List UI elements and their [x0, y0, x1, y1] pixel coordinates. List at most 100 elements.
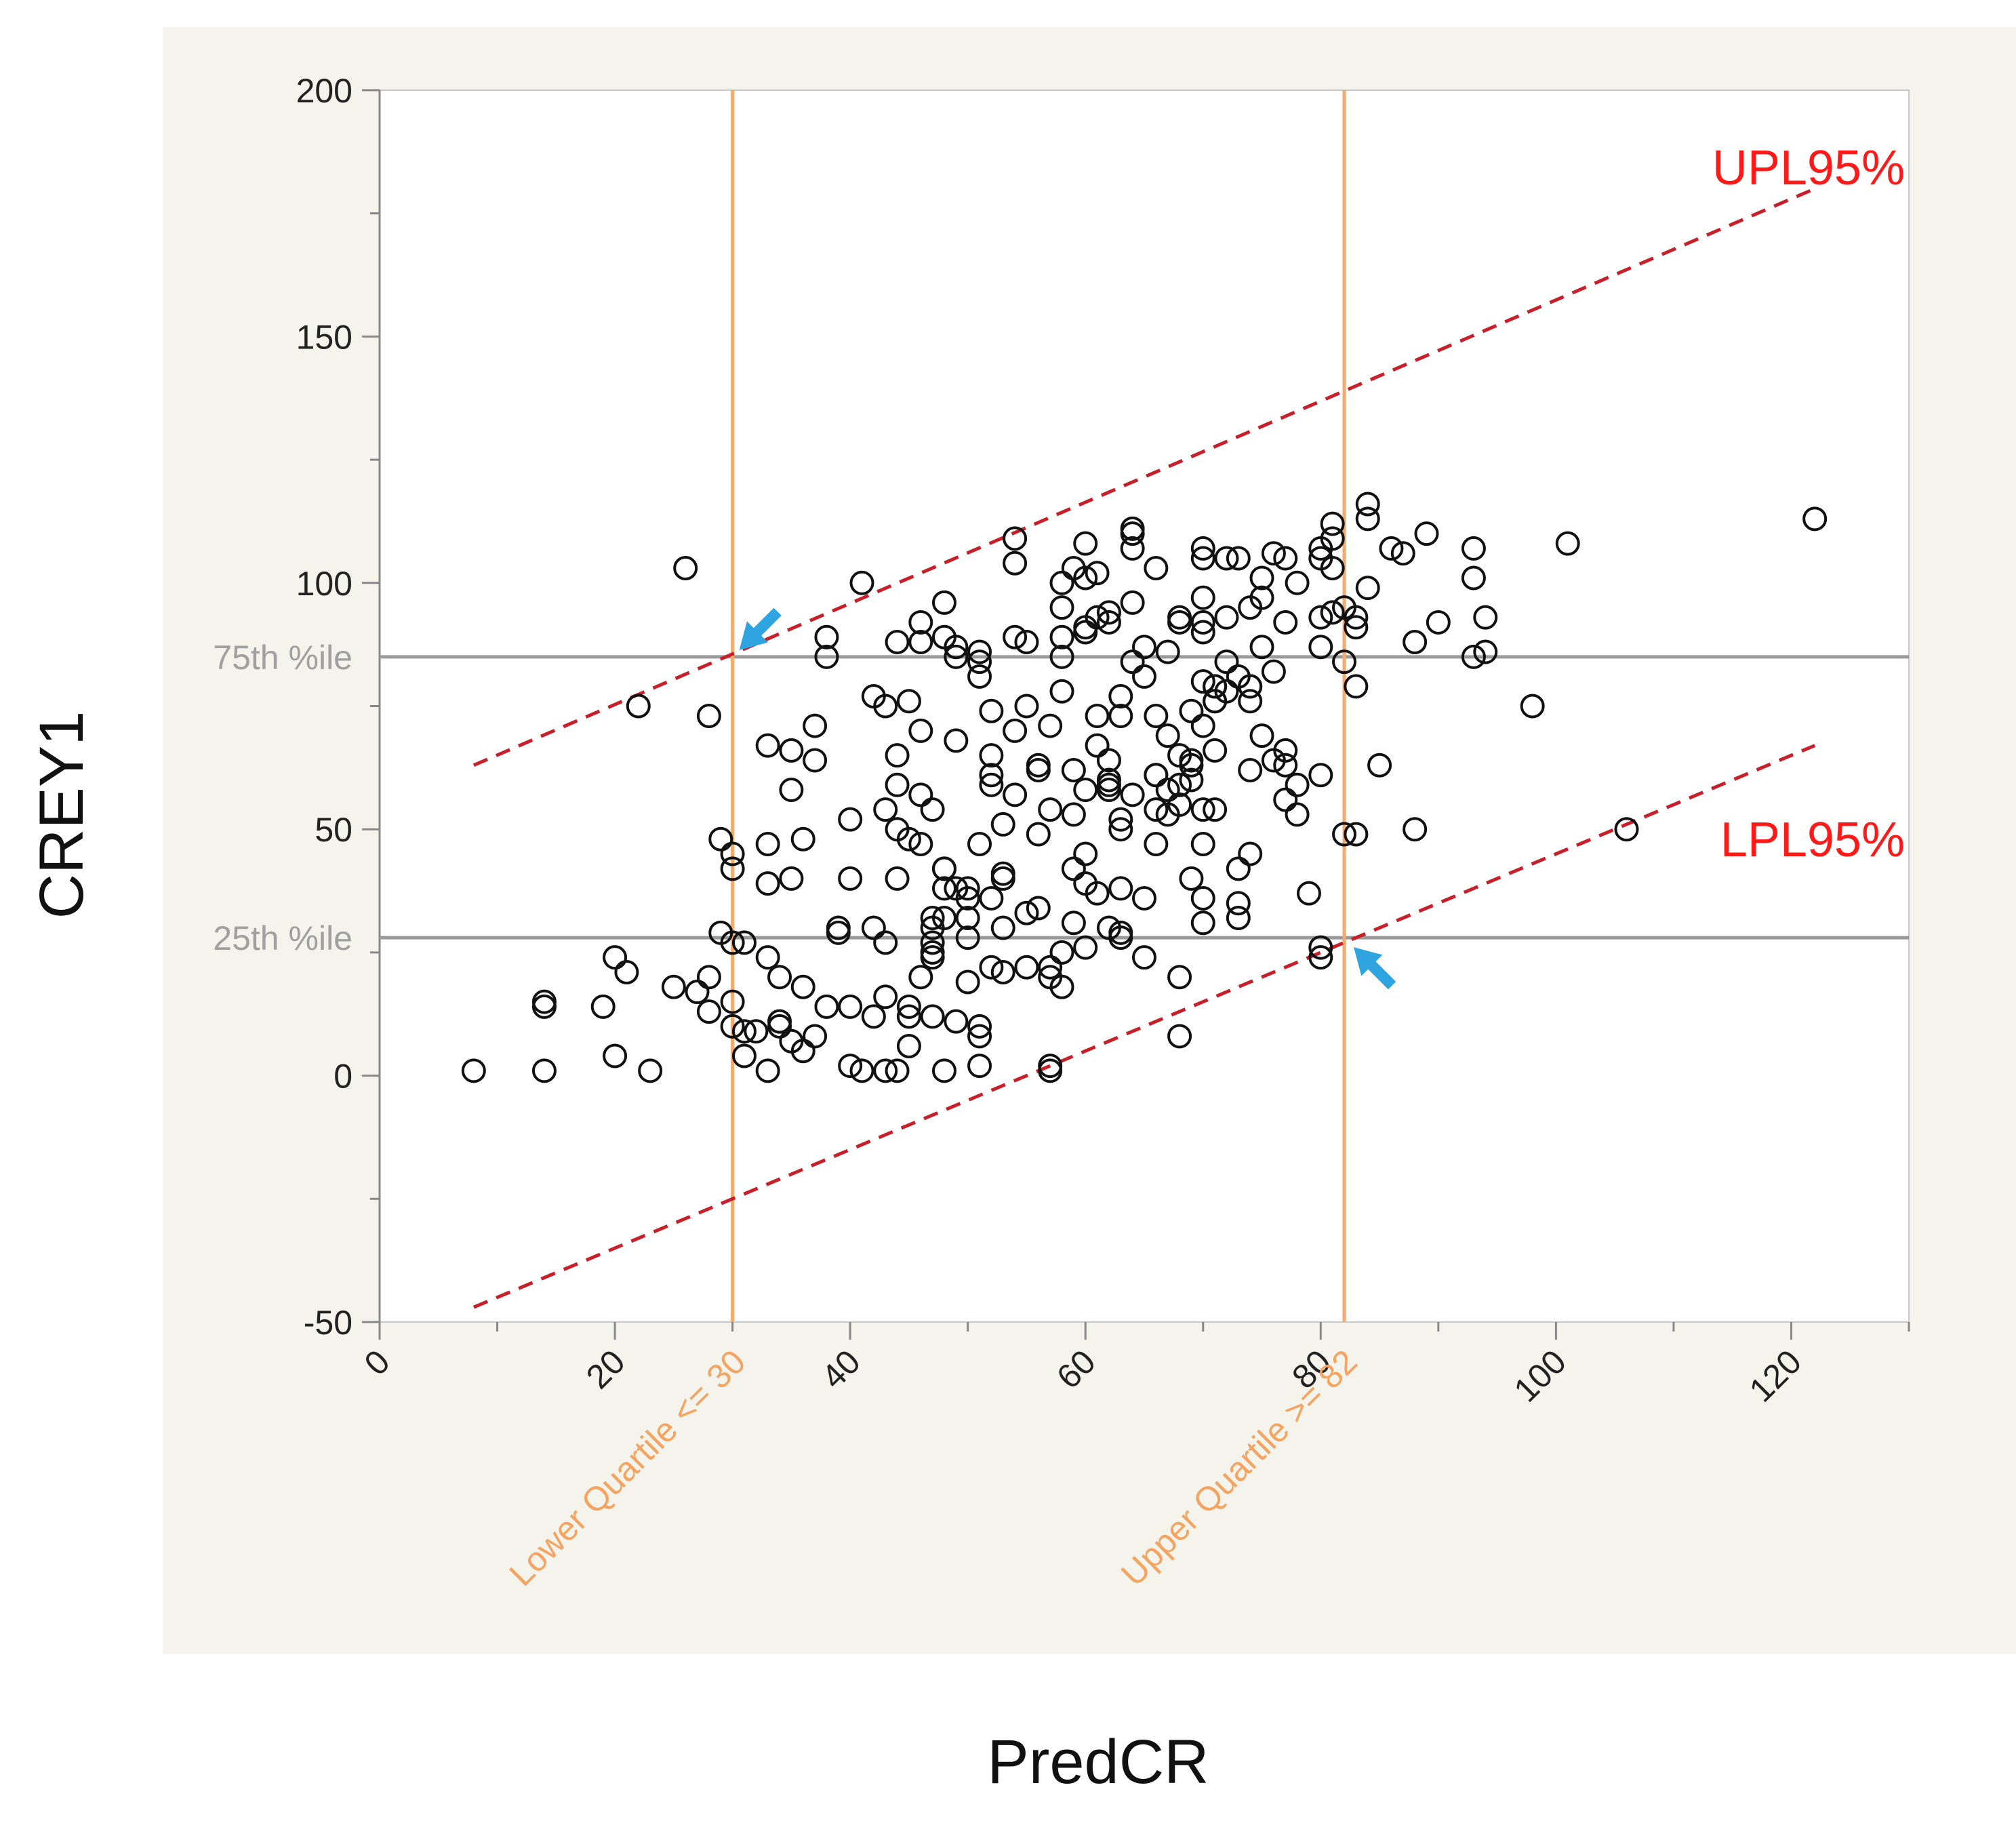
data-point	[908, 965, 933, 990]
data-point	[873, 694, 898, 719]
data-point	[1273, 787, 1298, 812]
data-point	[1190, 669, 1215, 694]
data-point	[1155, 639, 1180, 664]
data-point	[731, 1043, 757, 1068]
data-point	[849, 1058, 874, 1083]
data-point	[990, 915, 1015, 940]
data-point	[838, 807, 863, 832]
data-point	[1190, 713, 1215, 738]
data-point	[1061, 856, 1086, 881]
data-point	[1226, 856, 1251, 881]
data-point	[1261, 659, 1286, 684]
data-point	[790, 826, 815, 852]
arrow-shape	[739, 607, 782, 650]
data-point	[638, 1058, 663, 1083]
data-point	[920, 945, 945, 970]
data-point	[731, 930, 757, 955]
data-point	[1003, 624, 1028, 649]
data-point	[955, 876, 980, 901]
data-point	[1273, 738, 1298, 763]
data-point	[944, 635, 969, 660]
x-axis-title: PredCR	[987, 1727, 1209, 1797]
data-point	[931, 1058, 956, 1083]
data-point	[885, 743, 910, 768]
prediction-limit-label: LPL95%	[1720, 813, 1905, 867]
data-point	[1320, 511, 1345, 536]
data-point	[1014, 630, 1039, 655]
data-point	[826, 915, 851, 940]
data-point	[1085, 561, 1110, 586]
data-point	[1273, 753, 1298, 778]
data-point	[767, 1009, 792, 1034]
data-point	[1096, 609, 1121, 635]
data-point	[720, 1014, 745, 1039]
data-point	[1049, 624, 1074, 649]
data-point	[885, 630, 910, 655]
data-point	[1226, 546, 1251, 571]
data-point	[908, 718, 933, 743]
data-point	[1285, 772, 1310, 797]
data-point	[1238, 841, 1263, 866]
data-point	[1379, 536, 1404, 561]
data-point	[779, 738, 804, 763]
data-point	[1132, 885, 1156, 910]
data-point	[1167, 792, 1192, 817]
data-point	[1003, 526, 1028, 551]
data-point	[967, 1054, 992, 1079]
data-point	[731, 1019, 757, 1044]
data-point	[1344, 822, 1369, 847]
data-point	[1390, 541, 1415, 566]
data-point	[873, 1058, 898, 1083]
data-point	[896, 1004, 921, 1029]
data-point	[1167, 1024, 1192, 1049]
data-point	[1085, 605, 1110, 630]
data-point	[1520, 694, 1545, 719]
data-point	[779, 866, 804, 891]
data-point	[1214, 679, 1239, 704]
data-point	[1473, 639, 1498, 664]
data-point	[1214, 605, 1239, 630]
data-point	[1026, 753, 1051, 778]
data-point	[990, 812, 1015, 837]
data-point	[931, 856, 956, 881]
data-point	[1332, 649, 1357, 675]
data-point	[1802, 506, 1828, 532]
data-point	[814, 994, 839, 1019]
data-point	[1144, 797, 1169, 822]
data-point	[1461, 536, 1486, 561]
y-tick-label: 150	[296, 318, 352, 356]
data-point	[1190, 620, 1215, 645]
data-point	[685, 980, 710, 1005]
data-point	[1190, 536, 1215, 561]
data-point	[1073, 565, 1098, 591]
data-point	[1038, 1054, 1063, 1079]
data-point	[1261, 541, 1286, 566]
data-point	[720, 841, 745, 866]
data-point	[931, 590, 956, 615]
data-point	[1461, 565, 1486, 591]
data-point	[1003, 718, 1028, 743]
data-point	[1273, 546, 1298, 571]
data-point	[720, 989, 745, 1014]
data-point	[979, 885, 1004, 910]
data-point	[803, 748, 828, 773]
data-point	[838, 866, 863, 891]
data-point	[744, 1019, 769, 1044]
data-point	[1049, 595, 1074, 620]
data-point	[1355, 506, 1380, 532]
data-point	[720, 930, 745, 955]
data-point	[967, 664, 992, 689]
data-point	[1167, 772, 1192, 797]
data-point	[814, 624, 839, 649]
data-point	[755, 871, 780, 896]
y-axis-title: CREY1	[27, 711, 96, 919]
data-point	[1144, 704, 1169, 729]
data-point	[1085, 733, 1110, 758]
data-point	[1049, 644, 1074, 669]
data-point	[873, 930, 898, 955]
data-point	[1026, 896, 1051, 921]
data-point	[1096, 600, 1121, 625]
data-point	[1320, 600, 1345, 625]
data-point	[1108, 704, 1133, 729]
